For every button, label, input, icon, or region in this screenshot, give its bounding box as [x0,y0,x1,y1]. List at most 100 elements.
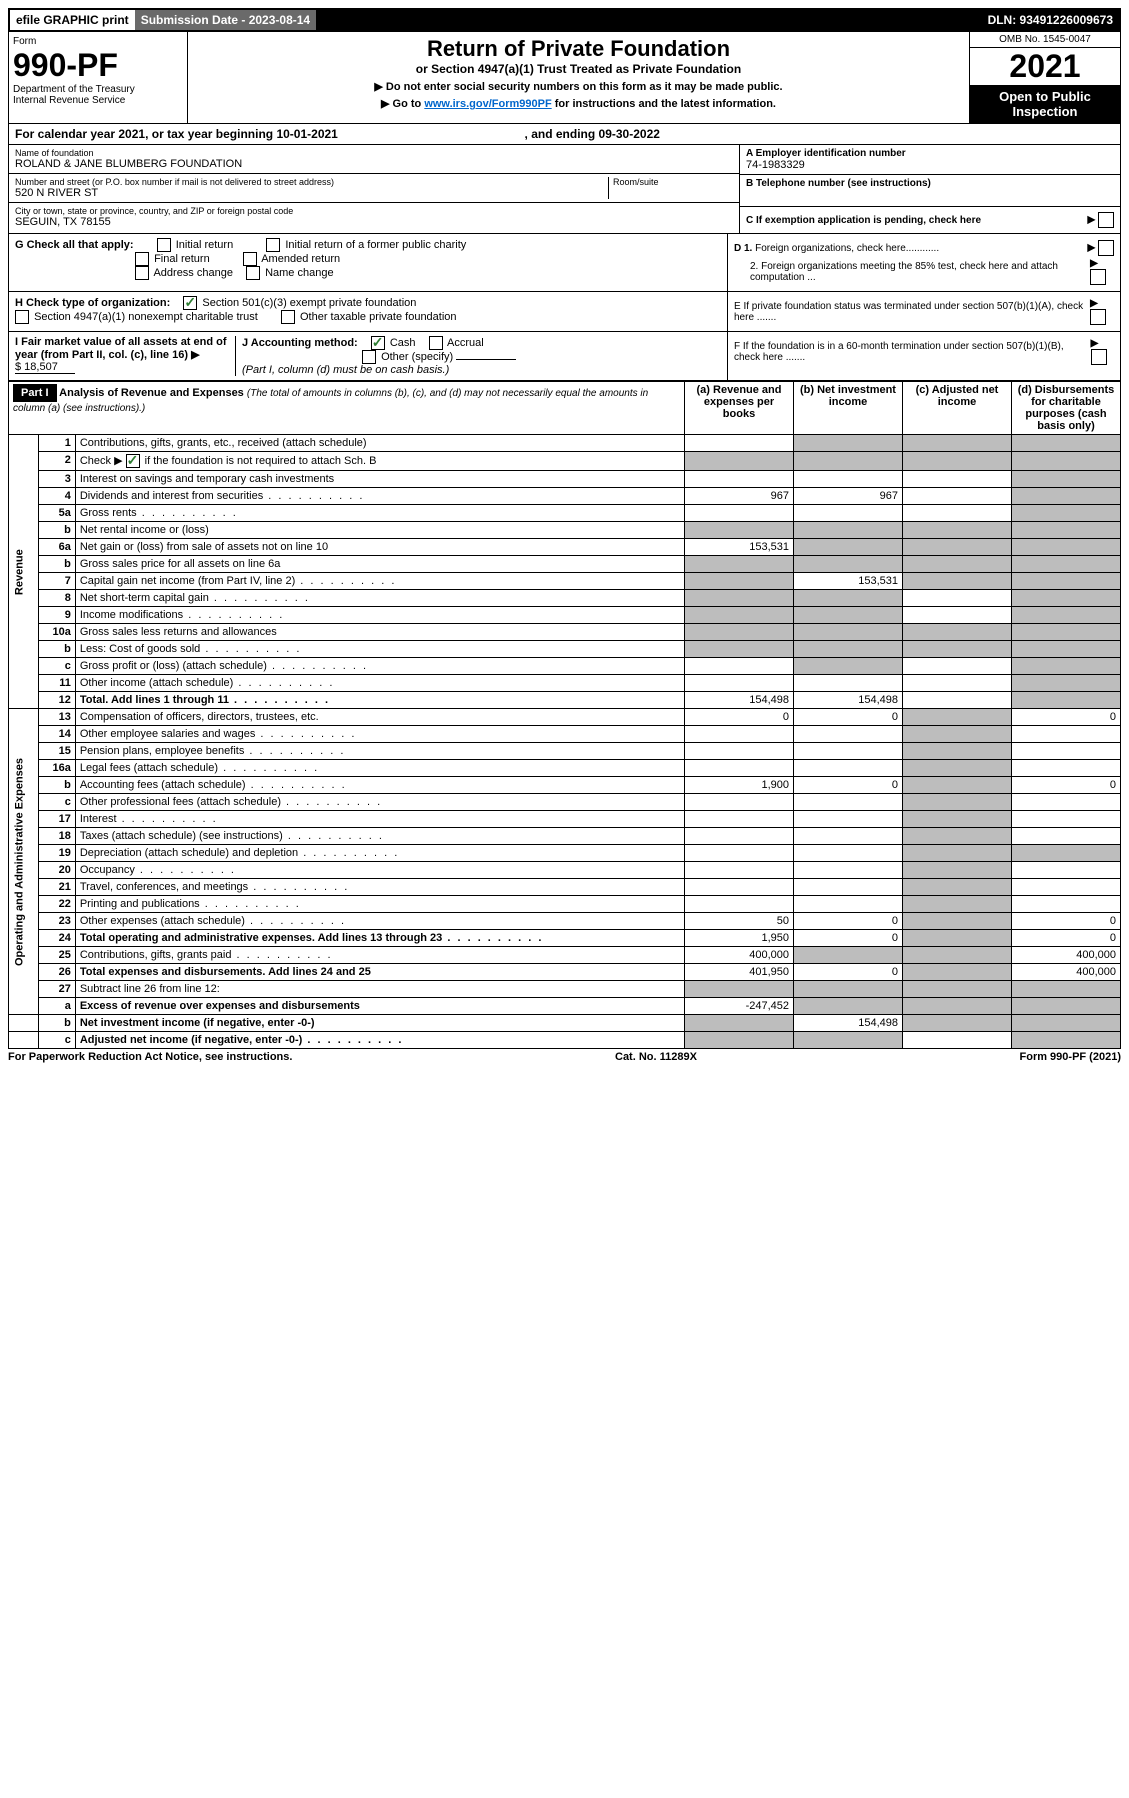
exemption-pending-label: C If exemption application is pending, c… [746,215,981,226]
ein-label: A Employer identification number [746,148,1114,159]
final-return-checkbox[interactable] [135,252,149,266]
ein-value: 74-1983329 [746,159,1114,171]
dln-label: DLN: 93491226009673 [982,10,1119,30]
name-change-checkbox[interactable] [246,266,260,280]
table-row: bLess: Cost of goods sold [9,641,1121,658]
paperwork-notice: For Paperwork Reduction Act Notice, see … [8,1051,292,1063]
col-a-header: (a) Revenue and expenses per books [685,382,794,435]
e-checkbox[interactable] [1090,309,1106,325]
table-row: Operating and Administrative Expenses 13… [9,709,1121,726]
table-row: Revenue 1Contributions, gifts, grants, e… [9,435,1121,452]
table-row: 4Dividends and interest from securities9… [9,488,1121,505]
section-g-d: G Check all that apply: Initial return I… [8,234,1121,292]
col-d-header: (d) Disbursements for charitable purpose… [1012,382,1121,435]
table-row: aExcess of revenue over expenses and dis… [9,998,1121,1015]
address-change-checkbox[interactable] [135,266,149,280]
form-title: Return of Private Foundation [196,36,961,62]
foundation-name-label: Name of foundation [15,148,733,158]
part-1-table: Part I Analysis of Revenue and Expenses … [8,381,1121,1049]
address-value: 520 N RIVER ST [15,187,608,199]
table-row: 6aNet gain or (loss) from sale of assets… [9,539,1121,556]
d1-checkbox[interactable] [1098,240,1114,256]
tax-year-begin: 10-01-2021 [276,127,337,141]
form-number: 990-PF [13,47,183,84]
open-public-label: Open to Public Inspection [970,85,1120,123]
table-row: 5aGross rents [9,505,1121,522]
phone-label: B Telephone number (see instructions) [746,178,1114,189]
efile-top-bar: efile GRAPHIC print Submission Date - 20… [8,8,1121,32]
irs-link[interactable]: www.irs.gov/Form990PF [424,98,551,110]
table-row: 23Other expenses (attach schedule)5000 [9,913,1121,930]
irs-label: Internal Revenue Service [13,95,183,106]
table-row: bAccounting fees (attach schedule)1,9000… [9,777,1121,794]
department-label: Department of the Treasury [13,84,183,95]
instruction-1: ▶ Do not enter social security numbers o… [196,80,961,93]
table-row: 11Other income (attach schedule) [9,675,1121,692]
d2-checkbox[interactable] [1090,269,1106,285]
initial-return-checkbox[interactable] [157,238,171,252]
table-row: 18Taxes (attach schedule) (see instructi… [9,828,1121,845]
table-row: 3Interest on savings and temporary cash … [9,471,1121,488]
table-row: 7Capital gain net income (from Part IV, … [9,573,1121,590]
j-label: J Accounting method: [242,337,358,349]
expenses-side-label: Operating and Administrative Expenses [9,709,39,1015]
city-value: SEGUIN, TX 78155 [15,216,733,228]
table-row: 8Net short-term capital gain [9,590,1121,607]
4947-checkbox[interactable] [15,310,29,324]
fmv-value: $ 18,507 [15,361,75,374]
e-label: E If private foundation status was termi… [734,301,1090,323]
table-row: 2Check ▶ if the foundation is not requir… [9,452,1121,471]
foundation-name: ROLAND & JANE BLUMBERG FOUNDATION [15,158,733,170]
form-footer-label: Form 990-PF (2021) [1020,1051,1121,1063]
calendar-year-row: For calendar year 2021, or tax year begi… [8,124,1121,145]
table-row: 19Depreciation (attach schedule) and dep… [9,845,1121,862]
table-row: 22Printing and publications [9,896,1121,913]
instruction-2: ▶ Go to www.irs.gov/Form990PF for instru… [196,97,961,110]
initial-former-checkbox[interactable] [266,238,280,252]
col-c-header: (c) Adjusted net income [903,382,1012,435]
g-label: G Check all that apply: [15,239,134,251]
501c3-checkbox[interactable] [183,296,197,310]
omb-number: OMB No. 1545-0047 [970,32,1120,48]
part-1-label: Part I [13,384,57,402]
sch-b-checkbox[interactable] [126,454,140,468]
amended-return-checkbox[interactable] [243,252,257,266]
table-row: 21Travel, conferences, and meetings [9,879,1121,896]
exemption-checkbox[interactable] [1098,212,1114,228]
table-row: 9Income modifications [9,607,1121,624]
form-subtitle: or Section 4947(a)(1) Trust Treated as P… [196,62,961,76]
efile-label: efile GRAPHIC print [10,10,135,30]
table-row: 24Total operating and administrative exp… [9,930,1121,947]
table-row: 12Total. Add lines 1 through 11154,49815… [9,692,1121,709]
table-row: cAdjusted net income (if negative, enter… [9,1032,1121,1049]
accrual-checkbox[interactable] [429,336,443,350]
table-row: bGross sales price for all assets on lin… [9,556,1121,573]
cash-checkbox[interactable] [371,336,385,350]
table-row: bNet rental income or (loss) [9,522,1121,539]
table-row: 20Occupancy [9,862,1121,879]
j-note: (Part I, column (d) must be on cash basi… [242,364,449,376]
city-label: City or town, state or province, country… [15,206,733,216]
table-row: 17Interest [9,811,1121,828]
col-b-header: (b) Net investment income [794,382,903,435]
submission-date: Submission Date - 2023-08-14 [135,10,316,30]
room-label: Room/suite [613,177,733,187]
form-word: Form [13,36,183,47]
form-header: Form 990-PF Department of the Treasury I… [8,32,1121,124]
table-row: 14Other employee salaries and wages [9,726,1121,743]
revenue-side-label: Revenue [9,435,39,709]
section-i-j-f: I Fair market value of all assets at end… [8,332,1121,381]
f-checkbox[interactable] [1091,349,1107,365]
table-row: 25Contributions, gifts, grants paid400,0… [9,947,1121,964]
table-row: 15Pension plans, employee benefits [9,743,1121,760]
table-row: 26Total expenses and disbursements. Add … [9,964,1121,981]
part-1-title: Analysis of Revenue and Expenses [59,387,244,399]
other-method-checkbox[interactable] [362,350,376,364]
address-label: Number and street (or P.O. box number if… [15,177,608,187]
d2-label: 2. Foreign organizations meeting the 85%… [734,261,1090,283]
catalog-number: Cat. No. 11289X [615,1051,697,1063]
page-footer: For Paperwork Reduction Act Notice, see … [8,1049,1121,1065]
table-row: 10aGross sales less returns and allowanc… [9,624,1121,641]
other-taxable-checkbox[interactable] [281,310,295,324]
tax-year: 2021 [970,48,1120,85]
